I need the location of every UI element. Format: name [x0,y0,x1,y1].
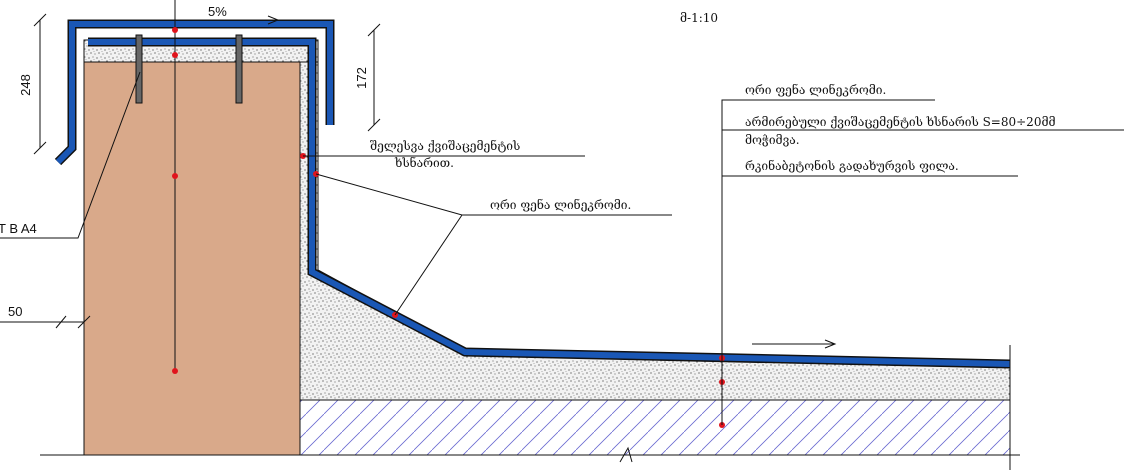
fastener [135,34,143,104]
screed-label: არმირებული ქვიშაცემენტის ხსნარის S=80÷20… [745,114,1056,129]
base-line [40,446,1020,463]
scale-label: მ-1:10 [680,11,718,25]
slab-label: რკინაბეტონის გადახურვის ფილა. [745,158,959,173]
plaster-label: ხსნარით. [394,155,454,170]
slope-label: 5% [208,4,227,19]
leader [315,173,672,316]
slab [300,400,1010,455]
leader [721,99,1124,425]
fastener [235,34,243,104]
membrane-label: ორი ფენა ლინეკრომი. [745,82,886,97]
plaster-label: შელესვა ქვიშაცემენტის [370,138,520,153]
metal-cap [55,21,333,165]
membrane-label: ორი ფენა ლინეკრომი. [490,197,631,212]
dimension-line [0,315,91,329]
leader [0,71,141,239]
screed [299,61,1011,401]
dimension-line [367,23,381,132]
slope-arrow [200,15,280,25]
dimension-label: 172 [354,67,369,89]
screed-label: მოჭიმვა. [745,133,800,147]
slope-arrow [752,339,837,349]
fastener-label: T B A4 [0,221,37,236]
brick-wall [83,61,301,456]
dimension-label: 50 [8,304,22,319]
dimension-label: 248 [18,74,33,96]
dimension-line [33,13,47,155]
